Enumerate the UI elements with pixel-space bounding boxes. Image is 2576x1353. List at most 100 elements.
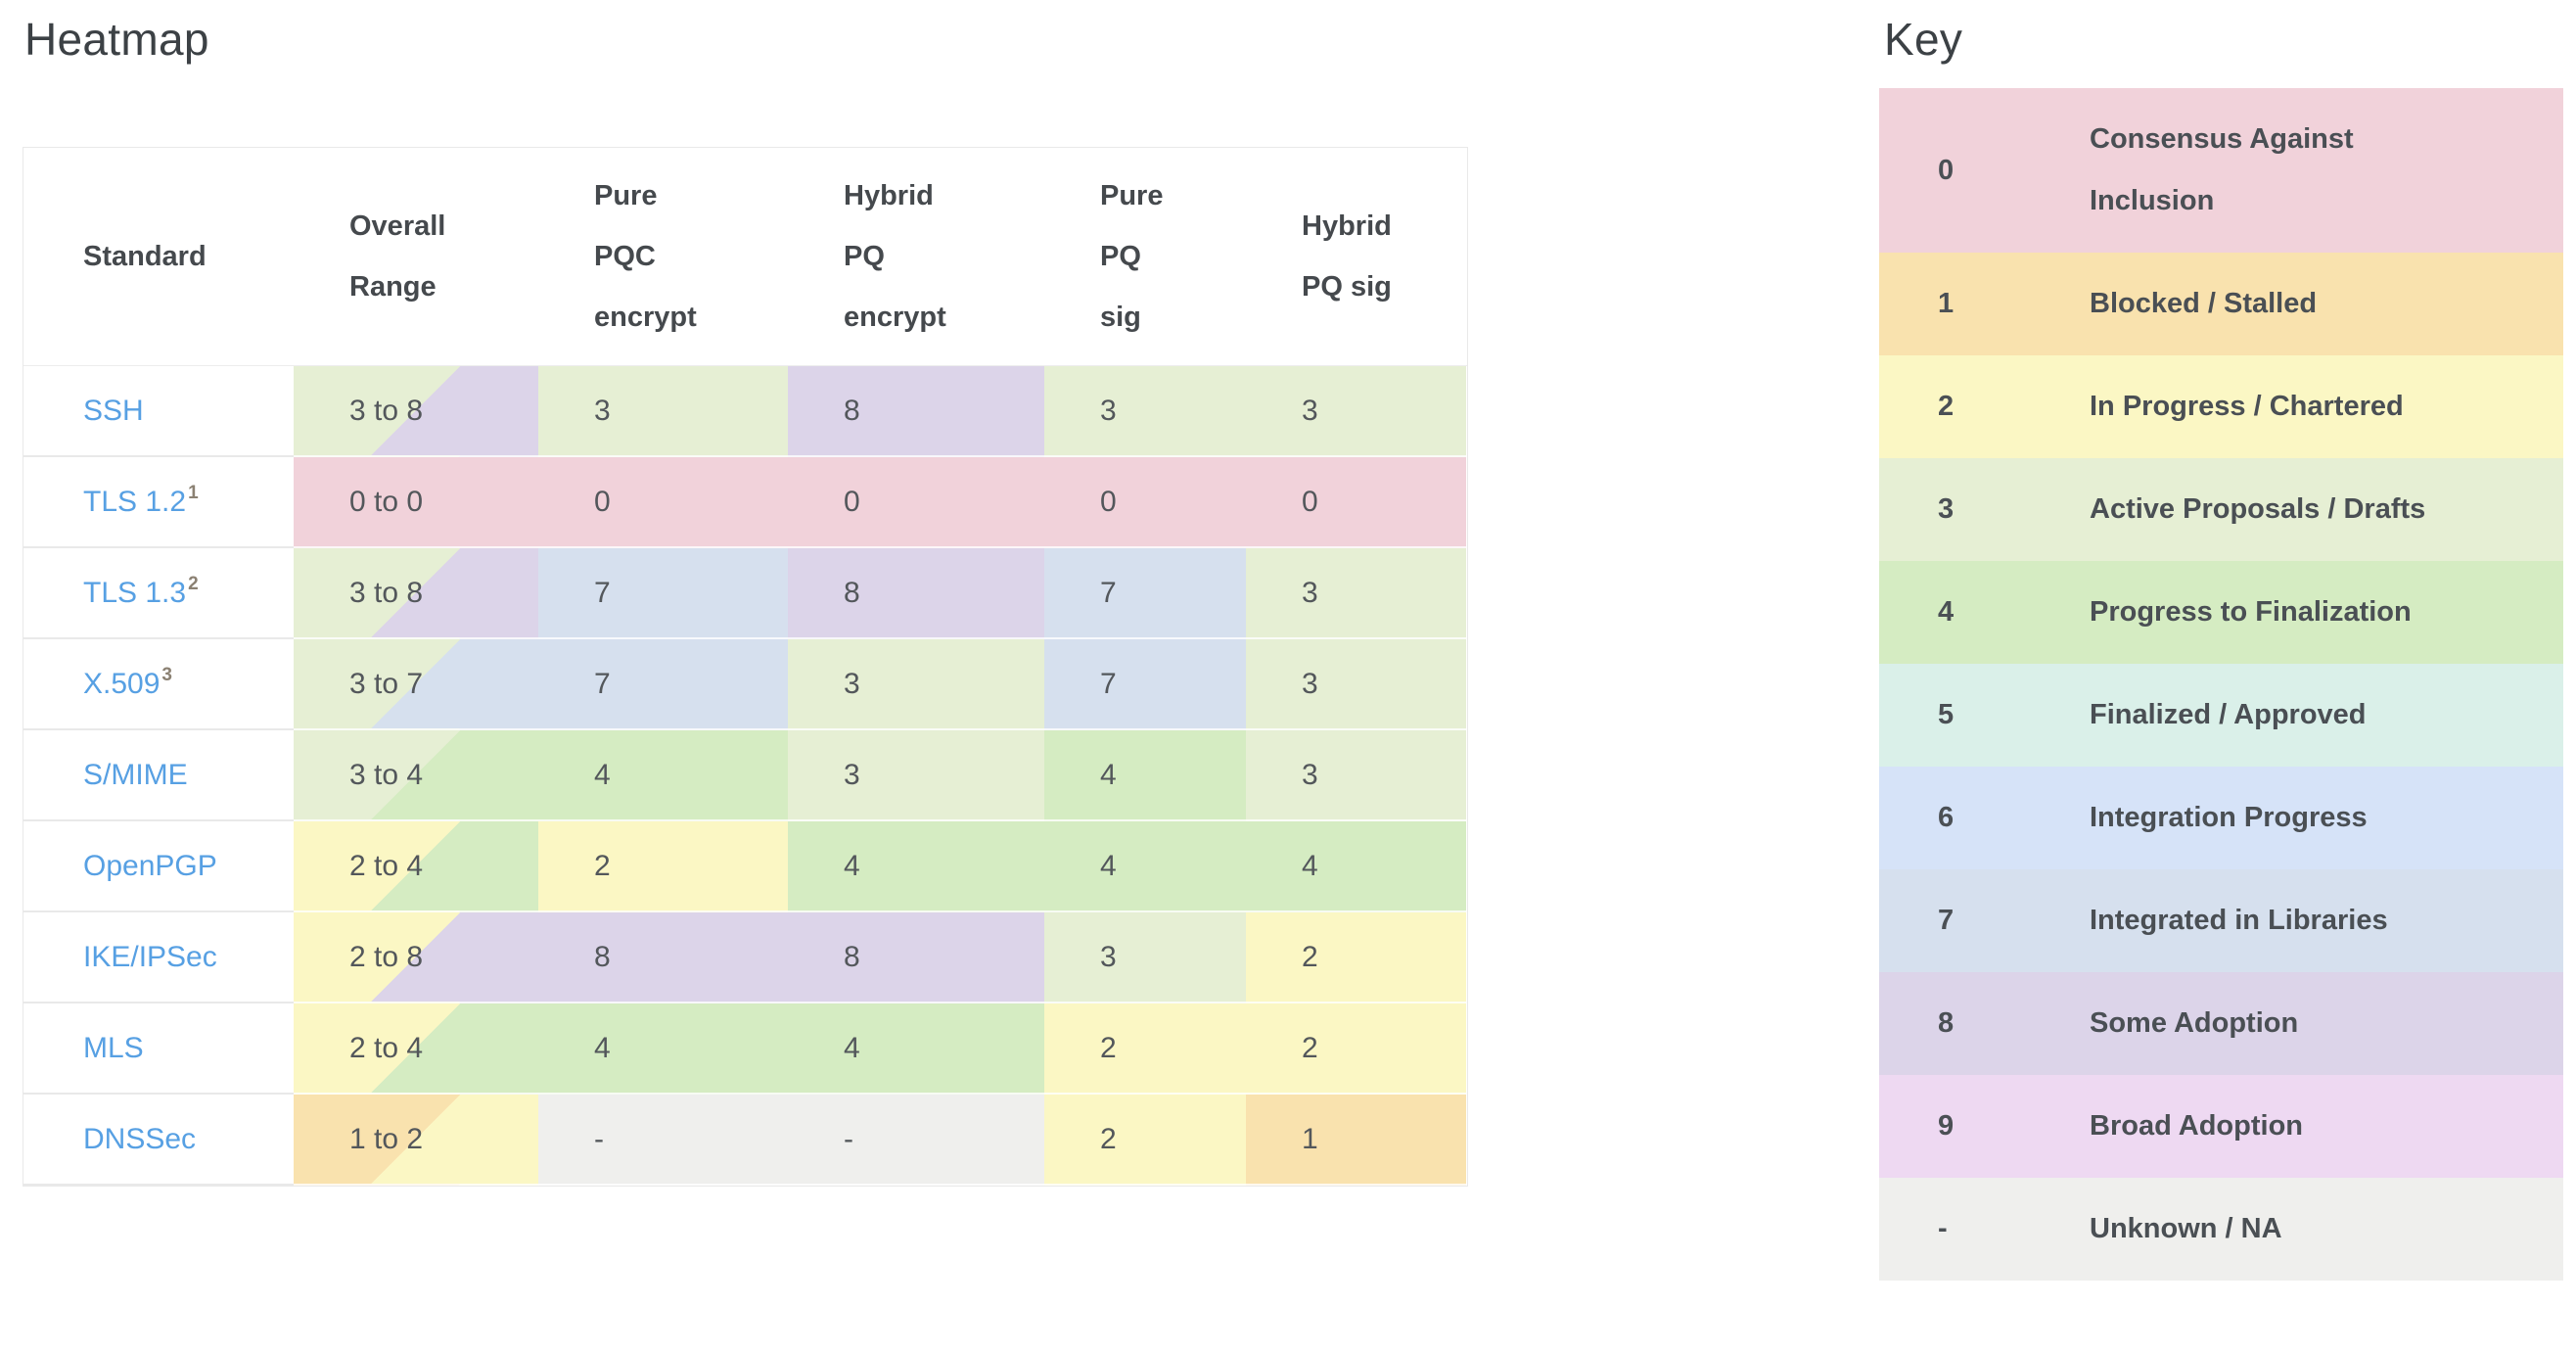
value-cell: 4 [1044,821,1246,912]
column-header-standard: Standard [83,241,207,272]
standard-link-tls-1-3[interactable]: TLS 1.3 2 [83,573,199,609]
key-legend: 0 Consensus Against Inclusion 1 Blocked / S… [1879,88,2563,1281]
footnote-marker: 1 [188,482,199,503]
key-label: Integration Progress [2090,802,2368,833]
value-cell: 0 [1246,457,1466,548]
value-cell: 4 [538,1003,788,1095]
key-row-7: 7 Integrated in Libraries [1879,869,2563,972]
key-row-2: 2 In Progress / Chartered [1879,355,2563,458]
standard-link-ssh[interactable]: SSH [83,394,144,427]
heatmap-section-title: Heatmap [24,14,209,65]
key-value: - [1938,1213,1948,1244]
value-cell: 7 [1044,639,1246,730]
standard-link-dnssec[interactable]: DNSSec [83,1122,197,1155]
value-cell: 3 [788,730,1044,821]
overall-range-cell: 2 to 4 [294,821,538,912]
key-row-6: 6 Integration Progress [1879,767,2563,869]
key-row-0: 0 Consensus Against Inclusion [1879,88,2563,253]
value-cell: 0 [1044,457,1246,548]
heatmap-header-row: Standard Overall Range Pure PQC encrypt Hybrid… [23,148,1467,366]
value-cell: 7 [538,639,788,730]
overall-range-cell: 2 to 4 [294,1003,538,1095]
value-cell: 8 [788,548,1044,639]
value-cell: 7 [538,548,788,639]
standard-link-s-mime[interactable]: S/MIME [83,758,188,791]
column-header-hybrid-pq-sig: Hybrid PQ sig [1302,210,1392,303]
key-value: 4 [1938,596,1955,628]
standard-link-tls-1-2[interactable]: TLS 1.2 1 [83,482,199,518]
key-value: 8 [1938,1007,1955,1039]
standard-link-ike-ipsec[interactable]: IKE/IPSec [83,940,217,973]
overall-range-cell: 3 to 4 [294,730,538,821]
value-cell: 8 [788,912,1044,1003]
footnote-marker: 3 [161,664,172,685]
key-label: Active Proposals / Drafts [2090,493,2426,525]
standard-cell: OpenPGP [23,821,294,912]
value-cell: - [788,1095,1044,1186]
standard-cell: DNSSec [23,1095,294,1186]
standard-cell: IKE/IPSec [23,912,294,1003]
standard-link-openpgp[interactable]: OpenPGP [83,849,217,882]
key-value: 5 [1938,699,1955,730]
standard-link-x-509[interactable]: X.509 3 [83,664,172,700]
column-header-pure-pq-sig: Pure PQ sig [1100,180,1164,333]
key-value: 2 [1938,391,1955,422]
key-value: 3 [1938,493,1955,525]
column-header-hybrid-pq-encrypt: Hybrid PQ encrypt [844,180,946,333]
key-label: Unknown / NA [2090,1213,2282,1244]
key-row-8: 8 Some Adoption [1879,972,2563,1075]
key-label: Consensus Against Inclusion [2090,123,2354,216]
value-cell: 3 [1246,548,1466,639]
key-row-3: 3 Active Proposals / Drafts [1879,458,2563,561]
standard-cell: TLS 1.3 2 [23,548,294,639]
key-row-9: 9 Broad Adoption [1879,1075,2563,1178]
key-label: In Progress / Chartered [2090,391,2404,422]
standard-link-mls[interactable]: MLS [83,1031,144,1064]
standard-cell: S/MIME [23,730,294,821]
value-cell: 2 [1044,1003,1246,1095]
key-label: Blocked / Stalled [2090,288,2318,319]
key-value: 7 [1938,905,1955,936]
overall-range-cell: 3 to 8 [294,366,538,457]
overall-range-cell: 3 to 8 [294,548,538,639]
value-cell: 0 [788,457,1044,548]
column-header-pure-pqc-encrypt: Pure PQC encrypt [594,180,697,333]
overall-range-cell: 1 to 2 [294,1095,538,1186]
key-label: Progress to Finalization [2090,596,2412,628]
key-label: Broad Adoption [2090,1110,2303,1142]
key-label: Integrated in Libraries [2090,905,2388,936]
value-cell: 4 [1044,730,1246,821]
value-cell: - [538,1095,788,1186]
overall-range-cell: 0 to 0 [294,457,538,548]
key-section-title: Key [1884,14,1963,65]
heatmap-table: Standard Overall Range Pure PQC encrypt Hybrid… [23,147,1468,1187]
value-cell: 3 [1246,639,1466,730]
key-value: 1 [1938,288,1955,319]
value-cell: 4 [1246,821,1466,912]
value-cell: 3 [538,366,788,457]
value-cell: 2 [538,821,788,912]
value-cell: 3 [1044,366,1246,457]
overall-range-cell: 3 to 7 [294,639,538,730]
standard-cell: X.509 3 [23,639,294,730]
value-cell: 1 [1246,1095,1466,1186]
key-row-na: - Unknown / NA [1879,1178,2563,1281]
key-row-1: 1 Blocked / Stalled [1879,253,2563,355]
standard-cell: TLS 1.2 1 [23,457,294,548]
value-cell: 8 [788,366,1044,457]
value-cell: 2 [1246,912,1466,1003]
value-cell: 3 [1246,730,1466,821]
value-cell: 8 [538,912,788,1003]
value-cell: 4 [788,821,1044,912]
overall-range-cell: 2 to 8 [294,912,538,1003]
key-row-5: 5 Finalized / Approved [1879,664,2563,767]
key-value: 9 [1938,1110,1955,1142]
